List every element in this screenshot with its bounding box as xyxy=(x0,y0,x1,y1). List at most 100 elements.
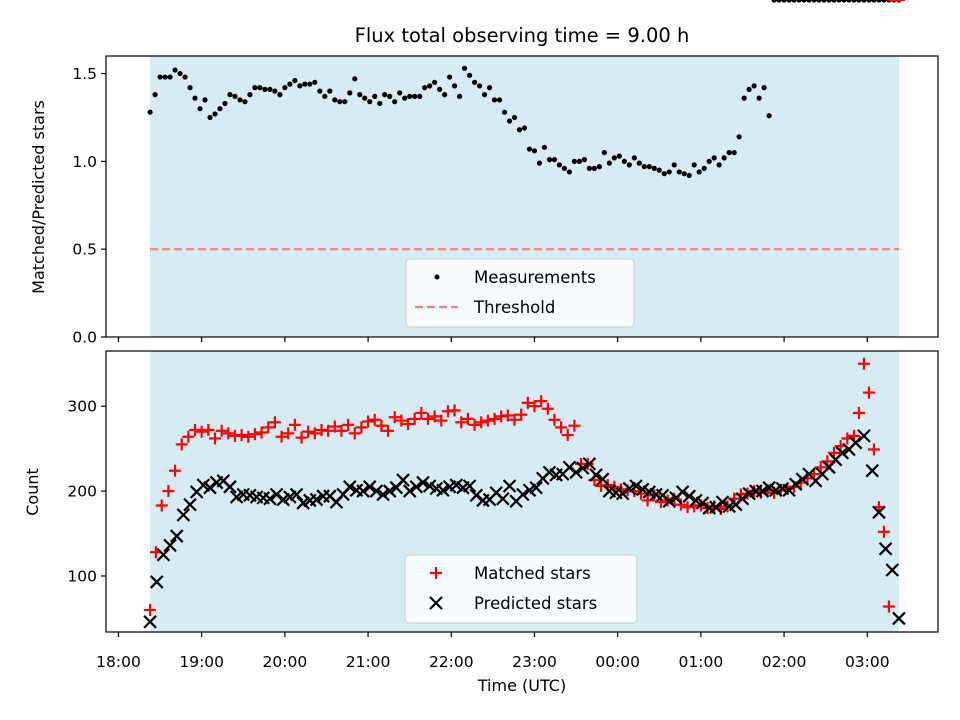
measurement-point xyxy=(606,160,612,166)
measurement-point xyxy=(452,83,458,89)
measurement-point xyxy=(721,155,727,161)
measurement-point xyxy=(347,90,353,96)
matched-star-point xyxy=(421,412,434,425)
measurement-point xyxy=(357,92,363,98)
predicted-legend-marker xyxy=(429,596,443,610)
measurement-point xyxy=(187,85,193,91)
measurement-point xyxy=(526,146,533,152)
predicted-star-point xyxy=(269,487,284,502)
matched-star-point xyxy=(461,412,474,425)
measurement-point xyxy=(601,149,607,156)
measurement-point xyxy=(227,92,233,98)
predicted-star-point xyxy=(735,491,750,506)
measurement-point xyxy=(392,99,398,105)
measurement-point xyxy=(447,74,453,80)
predicted-star-point xyxy=(695,496,710,510)
matched-star-point xyxy=(448,404,461,417)
matched-star-point xyxy=(288,418,301,431)
matched-star-point xyxy=(335,424,348,437)
matched-star-point xyxy=(235,429,248,442)
measurement-point xyxy=(786,0,792,3)
y-tick-label: 1.5 xyxy=(72,65,97,83)
matched-star-point xyxy=(528,400,541,413)
x-tick-label: 22:00 xyxy=(429,653,474,671)
matched-star-point xyxy=(641,494,654,507)
measurement-point xyxy=(661,171,667,177)
matched-star-point xyxy=(248,428,261,441)
measurement-point xyxy=(841,0,847,3)
measurement-point xyxy=(277,92,283,98)
measurement-point xyxy=(621,158,627,164)
measurement-point xyxy=(197,106,203,112)
measurement-point xyxy=(337,99,343,105)
measurement-point xyxy=(816,0,822,3)
measurement-point xyxy=(636,160,642,166)
measurement-point xyxy=(811,0,817,3)
matched-star-point xyxy=(195,425,208,438)
predicted-star-point xyxy=(709,500,723,514)
measurement-point xyxy=(267,86,273,92)
measurement-point xyxy=(501,109,508,115)
matched-star-point xyxy=(402,418,415,431)
measurement-point xyxy=(711,155,717,161)
measurement-point xyxy=(806,0,812,3)
matched-star-point xyxy=(488,412,501,425)
predicted-star-point xyxy=(496,491,510,506)
matched-star-point xyxy=(155,499,168,512)
measurement-point xyxy=(701,165,707,171)
matched-star-point xyxy=(877,525,890,538)
predicted-star-point xyxy=(595,472,610,486)
predicted-star-point xyxy=(835,446,850,460)
measurement-point xyxy=(556,162,563,168)
measurement-point xyxy=(821,0,827,3)
matched-star-point xyxy=(475,416,488,429)
matched-star-point xyxy=(674,498,687,511)
measurement-point xyxy=(671,162,677,168)
measurement-point xyxy=(217,106,223,112)
predicted-star-point xyxy=(376,487,390,502)
measurement-point xyxy=(476,83,483,89)
measurement-point xyxy=(377,100,383,107)
y-tick-label: 1.0 xyxy=(72,153,97,171)
measurement-point xyxy=(297,83,303,89)
y-tick-label: 300 xyxy=(67,398,97,416)
measurement-point xyxy=(646,164,652,170)
matched-star-point xyxy=(521,396,534,409)
matched-star-point xyxy=(555,421,568,434)
matched-star-point xyxy=(548,413,561,426)
measurement-point xyxy=(521,125,528,131)
measurement-point xyxy=(726,149,732,156)
measurement-point xyxy=(756,95,762,101)
measurement-point xyxy=(167,74,173,80)
measurement-point xyxy=(192,95,198,101)
bottom-y-axis-label: Count xyxy=(23,468,42,516)
measurement-point xyxy=(407,93,413,99)
predicted-star-points xyxy=(143,429,906,629)
measurement-point xyxy=(232,93,238,99)
measurement-point xyxy=(631,155,637,161)
matched-star-point xyxy=(428,410,441,423)
measurement-point xyxy=(696,169,702,175)
measurement-point xyxy=(826,0,832,3)
matched-star-point xyxy=(388,411,401,424)
measurement-point xyxy=(531,148,538,154)
predicted-star-point xyxy=(795,472,810,486)
measurement-point xyxy=(387,93,393,99)
measurement-point xyxy=(417,93,423,99)
predicted-star-point xyxy=(149,575,164,589)
measurement-point xyxy=(576,158,583,164)
matched-star-point xyxy=(535,395,548,408)
measurement-point xyxy=(412,93,418,99)
measurement-point xyxy=(586,165,592,171)
measurement-point xyxy=(367,99,373,105)
measurement-point xyxy=(506,118,513,124)
measurement-point xyxy=(596,164,602,170)
measurement-point xyxy=(307,81,313,87)
matched-star-point xyxy=(862,386,875,399)
measurement-point xyxy=(776,0,782,3)
matched-star-point xyxy=(455,416,468,429)
matched-star-point xyxy=(262,421,275,434)
predicted-star-point xyxy=(402,484,417,498)
predicted-star-point xyxy=(715,495,730,509)
predicted-star-point xyxy=(223,480,237,494)
